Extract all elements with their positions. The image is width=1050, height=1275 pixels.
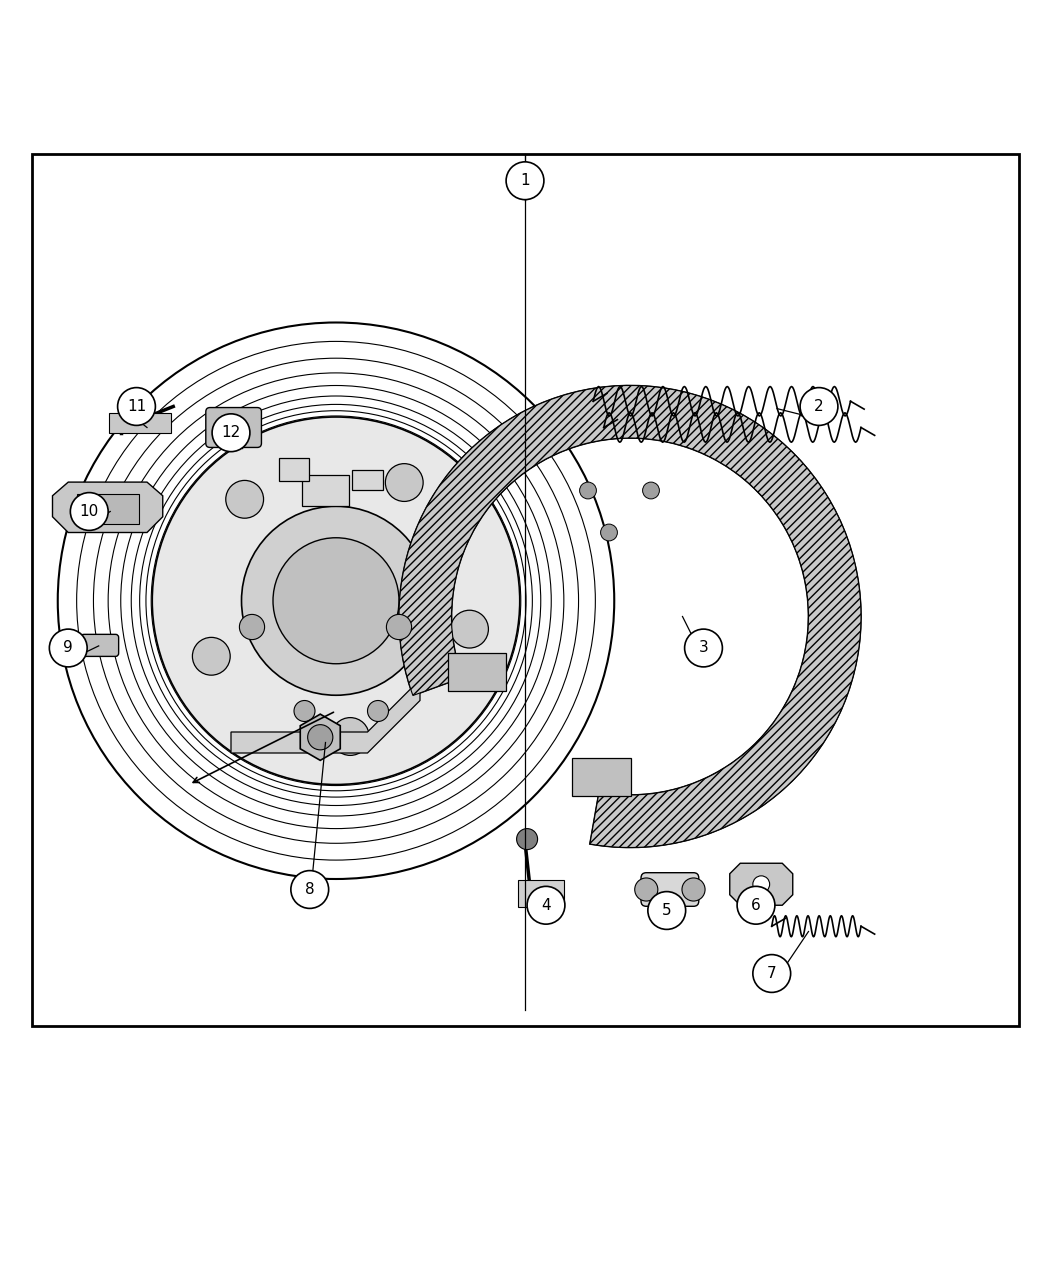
Circle shape — [332, 718, 370, 755]
Text: 4: 4 — [541, 898, 551, 913]
FancyBboxPatch shape — [518, 880, 564, 908]
FancyBboxPatch shape — [81, 635, 119, 657]
Circle shape — [212, 414, 250, 451]
Circle shape — [294, 700, 315, 722]
FancyBboxPatch shape — [32, 154, 1018, 1026]
Circle shape — [737, 886, 775, 924]
Text: 2: 2 — [814, 399, 824, 414]
Circle shape — [152, 417, 520, 784]
Circle shape — [192, 638, 230, 676]
Circle shape — [601, 524, 617, 541]
Circle shape — [273, 538, 399, 664]
Circle shape — [239, 615, 265, 640]
FancyBboxPatch shape — [640, 872, 699, 907]
Circle shape — [753, 955, 791, 992]
FancyBboxPatch shape — [77, 493, 139, 524]
Circle shape — [70, 492, 108, 530]
Circle shape — [385, 464, 423, 501]
Circle shape — [118, 388, 155, 426]
Circle shape — [643, 482, 659, 499]
Text: 1: 1 — [520, 173, 530, 189]
Circle shape — [635, 878, 657, 901]
Circle shape — [753, 876, 770, 892]
Circle shape — [386, 615, 412, 640]
Circle shape — [685, 629, 722, 667]
Polygon shape — [52, 482, 163, 533]
FancyBboxPatch shape — [206, 408, 261, 448]
FancyBboxPatch shape — [352, 470, 382, 490]
Circle shape — [49, 629, 87, 667]
Circle shape — [682, 878, 706, 901]
Circle shape — [517, 829, 538, 849]
Circle shape — [648, 891, 686, 929]
FancyBboxPatch shape — [302, 476, 349, 506]
Circle shape — [527, 886, 565, 924]
Circle shape — [226, 481, 264, 518]
Circle shape — [291, 871, 329, 908]
Text: 11: 11 — [127, 399, 146, 414]
Circle shape — [506, 162, 544, 200]
FancyBboxPatch shape — [447, 653, 506, 691]
Text: 7: 7 — [766, 966, 777, 980]
Polygon shape — [730, 863, 793, 905]
Text: 6: 6 — [751, 898, 761, 913]
Circle shape — [242, 506, 430, 695]
Polygon shape — [300, 714, 340, 760]
Circle shape — [368, 700, 388, 722]
FancyBboxPatch shape — [572, 757, 631, 796]
Text: 9: 9 — [63, 640, 74, 655]
Text: 3: 3 — [698, 640, 709, 655]
Circle shape — [450, 611, 488, 648]
Text: 10: 10 — [80, 504, 99, 519]
Circle shape — [308, 724, 333, 750]
Polygon shape — [231, 680, 420, 754]
Text: 12: 12 — [222, 426, 240, 440]
Text: 8: 8 — [304, 882, 315, 898]
Text: 5: 5 — [662, 903, 672, 918]
Polygon shape — [399, 385, 861, 848]
FancyBboxPatch shape — [279, 458, 310, 481]
Circle shape — [800, 388, 838, 426]
FancyBboxPatch shape — [109, 413, 171, 432]
Circle shape — [580, 482, 596, 499]
Wedge shape — [399, 385, 861, 848]
